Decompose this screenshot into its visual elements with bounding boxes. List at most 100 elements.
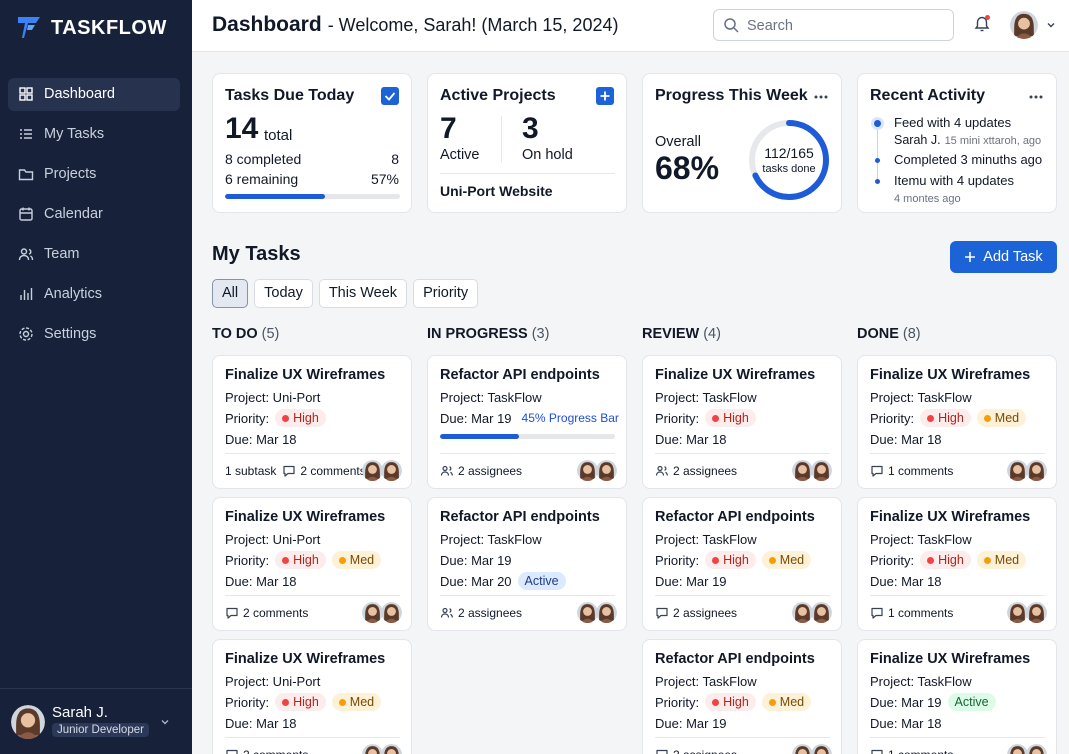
icon-part: [1047, 23, 1055, 28]
filter-tab[interactable]: Priority: [413, 279, 479, 308]
task-footer: 2 assignees: [655, 604, 739, 622]
activity-text: Completed 3 minuths ago: [894, 152, 1043, 167]
task-line-text: Priority:: [225, 694, 270, 710]
task-note: 45% Progress Bar: [521, 411, 619, 425]
filter-tab[interactable]: All: [212, 279, 249, 308]
notification-bell[interactable]: [973, 15, 991, 33]
filter-tab[interactable]: Today: [254, 279, 313, 308]
nav-item[interactable]: Dashboard: [8, 78, 180, 111]
task-line-text: Due: Mar 18: [225, 431, 297, 447]
card-divider: [440, 173, 615, 174]
progress-fill: [225, 194, 325, 199]
more-menu[interactable]: [1028, 89, 1044, 105]
icon-part: [1029, 476, 1044, 481]
task-line: Project: TaskFlow: [440, 530, 542, 548]
icon-part: [226, 749, 238, 754]
task-card[interactable]: Finalize UX Wireframes Project: Uni-Port P…: [212, 497, 412, 631]
icon-part: [824, 95, 828, 99]
task-card[interactable]: Finalize UX Wireframes Project: TaskFlow D…: [857, 639, 1057, 754]
activity-time: 4 montes ago: [894, 193, 961, 205]
nav-item[interactable]: Analytics: [8, 278, 180, 311]
icon-part: [1014, 33, 1034, 39]
filter-tab[interactable]: This Week: [318, 279, 408, 308]
nav-icon: [20, 129, 32, 139]
tag: High: [705, 409, 756, 427]
column-header: IN PROGRESS (3): [427, 326, 549, 342]
icon-part: [580, 618, 595, 623]
tag: Med: [761, 551, 812, 569]
profile-chevron[interactable]: [1046, 20, 1056, 30]
tag-dot: [338, 698, 346, 706]
task-line: Priority: High Med: [225, 551, 382, 569]
nav-item[interactable]: My Tasks: [8, 118, 180, 151]
card-title: Active Projects: [440, 87, 556, 104]
task-card[interactable]: Finalize UX Wireframes Project: Uni-Port P…: [212, 355, 412, 489]
icon-part: [599, 618, 614, 623]
task-line: Priority: High: [655, 409, 756, 427]
tag: Active: [517, 572, 566, 590]
nav-label: Calendar: [44, 206, 103, 222]
nav-label: Team: [44, 246, 80, 262]
task-footer: 2 assignees: [655, 746, 739, 754]
task-card[interactable]: Finalize UX Wireframes Project: TaskFlow P…: [857, 497, 1057, 631]
column-name: IN PROGRESS: [427, 326, 528, 342]
task-line-text: Project: TaskFlow: [870, 531, 972, 547]
column-header: REVIEW (4): [642, 326, 721, 342]
column-count: (4): [703, 326, 721, 342]
nav-item[interactable]: Calendar: [8, 198, 180, 231]
task-line: Project: TaskFlow: [655, 530, 757, 548]
more-menu[interactable]: [813, 89, 829, 105]
activity-meta: Sarah J. 15 mini xttaroh, ago: [894, 131, 1041, 149]
task-footer: 1 comments: [870, 746, 955, 754]
task-card[interactable]: Finalize UX Wireframes Project: TaskFlow P…: [857, 355, 1057, 489]
task-line-text: Project: TaskFlow: [655, 531, 757, 547]
icon-part: [283, 465, 295, 477]
page-subtitle: - Welcome, Sarah! (March 15, 2024): [327, 15, 619, 35]
task-line-text: Due: Mar 18: [870, 431, 942, 447]
task-card[interactable]: Finalize UX Wireframes Project: TaskFlow P…: [642, 355, 842, 489]
column-header: DONE (8): [857, 326, 921, 342]
icon-part: [442, 607, 448, 614]
icon-part: [368, 465, 377, 474]
user-menu-chevron[interactable]: [160, 717, 170, 727]
card-title: Progress This Week: [655, 87, 808, 104]
icon-part: [381, 87, 399, 105]
tag-text: High: [938, 553, 964, 567]
icon-part: [19, 87, 26, 94]
completed-value: 8: [391, 151, 399, 167]
task-card[interactable]: Refactor API endpoints Project: TaskFlow P…: [642, 639, 842, 754]
task-card[interactable]: Refactor API endpoints Project: TaskFlow D…: [427, 355, 627, 489]
task-footer: 2 comments: [225, 604, 310, 622]
task-line-text: Project: TaskFlow: [655, 673, 757, 689]
task-line: Priority: High Med: [870, 551, 1027, 569]
nav-item[interactable]: Projects: [8, 158, 180, 191]
task-card[interactable]: Finalize UX Wireframes Project: Uni-Port P…: [212, 639, 412, 754]
tag: High: [920, 551, 971, 569]
tag-text: High: [293, 553, 319, 567]
task-line: Priority: High Med: [870, 409, 1027, 427]
add-task-button[interactable]: Add Task: [950, 241, 1057, 273]
nav-item[interactable]: Settings: [8, 318, 180, 351]
ring-fill: [749, 120, 829, 200]
avatar: [1026, 460, 1047, 481]
icon-part: [656, 749, 668, 754]
search-box[interactable]: Search: [713, 9, 954, 41]
tag-dot: [983, 414, 991, 422]
icon-part: [1018, 17, 1030, 30]
task-line-text: Due: Mar 19: [870, 694, 942, 710]
task-title: Finalize UX Wireframes: [870, 651, 1031, 667]
icon-part: [871, 607, 883, 619]
nav-item[interactable]: Team: [8, 238, 180, 271]
add-badge[interactable]: [596, 87, 614, 105]
task-line-text: Priority:: [870, 410, 915, 426]
icon-part: [733, 27, 739, 33]
task-card[interactable]: Refactor API endpoints Project: TaskFlow D…: [427, 497, 627, 631]
tag-text: Med: [994, 553, 1020, 567]
icon-part: [602, 607, 611, 616]
avatar: [1010, 11, 1038, 39]
icon-part: [22, 330, 30, 338]
remaining-label: 6 remaining: [225, 171, 299, 187]
task-card[interactable]: Refactor API endpoints Project: TaskFlow P…: [642, 497, 842, 631]
activity-text: Feed with 4 updates: [894, 115, 1012, 130]
task-line-text: Due: Mar 20: [440, 573, 512, 589]
